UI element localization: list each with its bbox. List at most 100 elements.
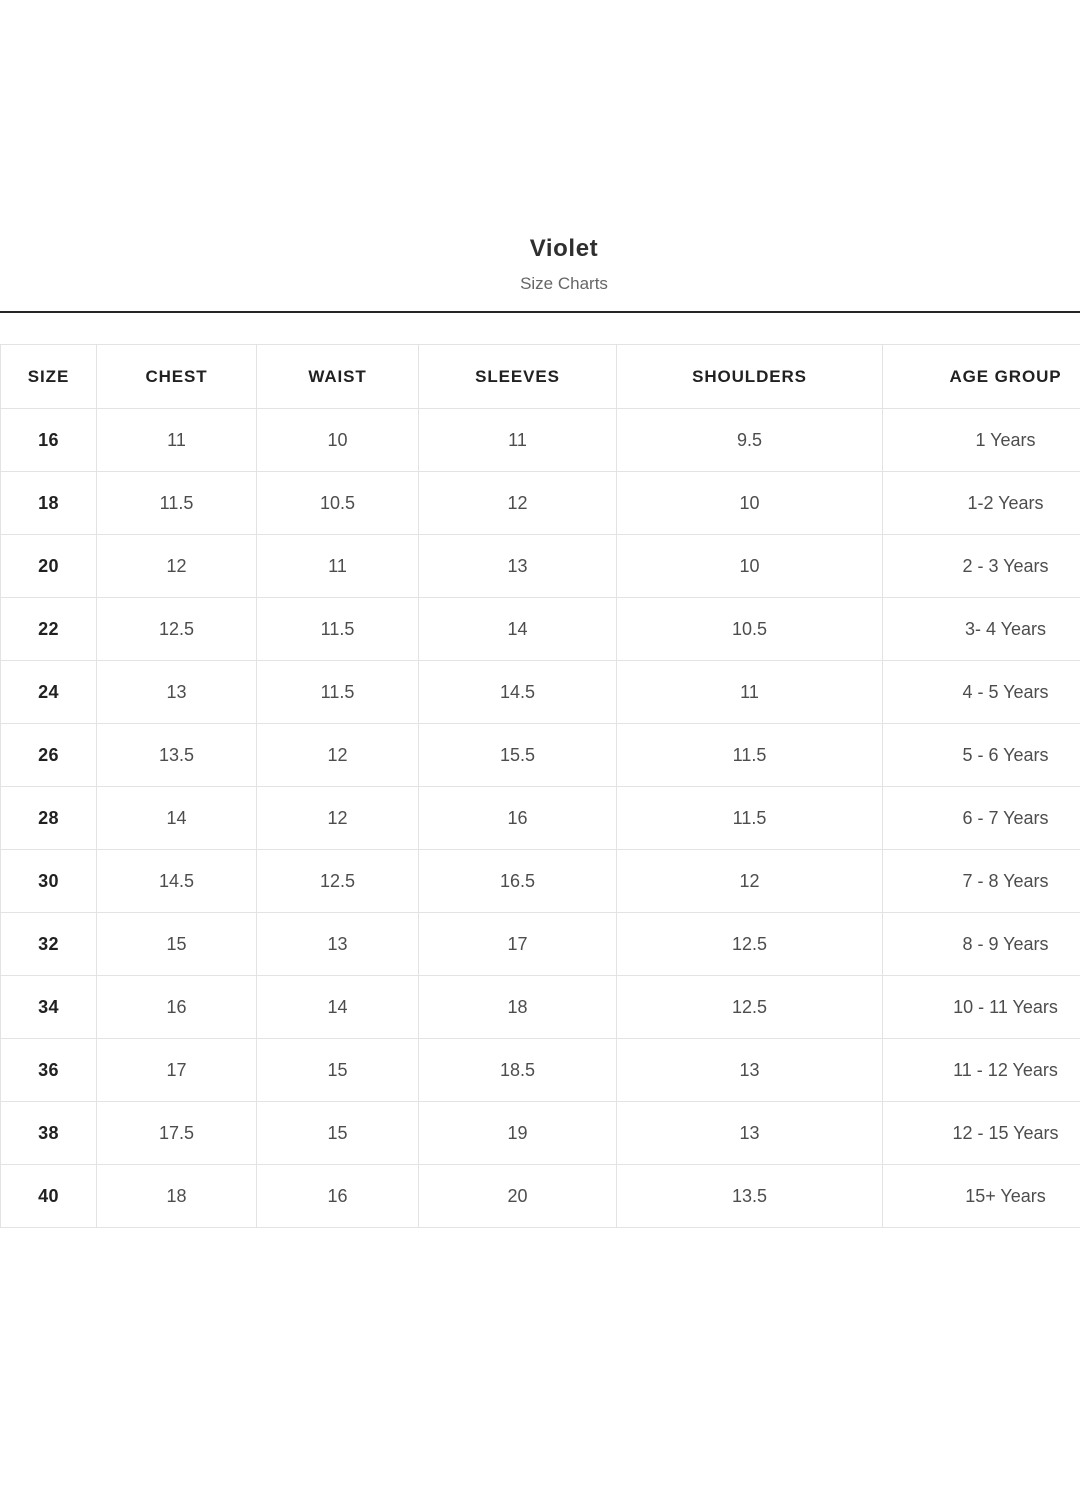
shoulders-cell: 13.5 <box>616 1164 883 1228</box>
table-row: 38 17.5 15 19 13 12 - 15 Years <box>0 1101 1080 1165</box>
size-chart-table: SIZE CHEST WAIST SLEEVES SHOULDERS AGE G… <box>0 344 1080 1228</box>
size-cell: 34 <box>0 975 97 1039</box>
column-header-age-group: AGE GROUP <box>882 344 1080 409</box>
size-cell: 36 <box>0 1038 97 1102</box>
sleeves-cell: 19 <box>418 1101 617 1165</box>
table-row: 24 13 11.5 14.5 11 4 - 5 Years <box>0 660 1080 724</box>
shoulders-cell: 11 <box>616 660 883 724</box>
size-cell: 24 <box>0 660 97 724</box>
table-row: 36 17 15 18.5 13 11 - 12 Years <box>0 1038 1080 1102</box>
chest-cell: 17 <box>96 1038 257 1102</box>
size-cell: 32 <box>0 912 97 976</box>
title-block: Violet Size Charts <box>0 0 1080 293</box>
age-group-cell: 1 Years <box>882 408 1080 472</box>
age-group-cell: 7 - 8 Years <box>882 849 1080 913</box>
waist-cell: 10 <box>256 408 419 472</box>
chest-cell: 12.5 <box>96 597 257 661</box>
waist-cell: 15 <box>256 1038 419 1102</box>
age-group-cell: 8 - 9 Years <box>882 912 1080 976</box>
chest-cell: 18 <box>96 1164 257 1228</box>
shoulders-cell: 11.5 <box>616 723 883 787</box>
waist-cell: 11.5 <box>256 597 419 661</box>
header-row: SIZE CHEST WAIST SLEEVES SHOULDERS AGE G… <box>0 344 1080 409</box>
shoulders-cell: 13 <box>616 1038 883 1102</box>
shoulders-cell: 11.5 <box>616 786 883 850</box>
chest-cell: 14 <box>96 786 257 850</box>
sleeves-cell: 12 <box>418 471 617 535</box>
age-group-cell: 10 - 11 Years <box>882 975 1080 1039</box>
size-cell: 20 <box>0 534 97 598</box>
chest-cell: 17.5 <box>96 1101 257 1165</box>
size-cell: 28 <box>0 786 97 850</box>
waist-cell: 11.5 <box>256 660 419 724</box>
sleeves-cell: 14 <box>418 597 617 661</box>
age-group-cell: 12 - 15 Years <box>882 1101 1080 1165</box>
sleeves-cell: 18.5 <box>418 1038 617 1102</box>
chest-cell: 12 <box>96 534 257 598</box>
shoulders-cell: 9.5 <box>616 408 883 472</box>
table-row: 34 16 14 18 12.5 10 - 11 Years <box>0 975 1080 1039</box>
column-header-chest: CHEST <box>96 344 257 409</box>
age-group-cell: 15+ Years <box>882 1164 1080 1228</box>
table-row: 26 13.5 12 15.5 11.5 5 - 6 Years <box>0 723 1080 787</box>
waist-cell: 12 <box>256 786 419 850</box>
chest-cell: 16 <box>96 975 257 1039</box>
waist-cell: 11 <box>256 534 419 598</box>
table-row: 16 11 10 11 9.5 1 Years <box>0 408 1080 472</box>
sleeves-cell: 13 <box>418 534 617 598</box>
chest-cell: 14.5 <box>96 849 257 913</box>
age-group-cell: 2 - 3 Years <box>882 534 1080 598</box>
shoulders-cell: 13 <box>616 1101 883 1165</box>
column-header-shoulders: SHOULDERS <box>616 344 883 409</box>
column-header-waist: WAIST <box>256 344 419 409</box>
table-row: 30 14.5 12.5 16.5 12 7 - 8 Years <box>0 849 1080 913</box>
size-cell: 18 <box>0 471 97 535</box>
age-group-cell: 3- 4 Years <box>882 597 1080 661</box>
shoulders-cell: 12 <box>616 849 883 913</box>
shoulders-cell: 10.5 <box>616 597 883 661</box>
sleeves-cell: 18 <box>418 975 617 1039</box>
waist-cell: 15 <box>256 1101 419 1165</box>
waist-cell: 12.5 <box>256 849 419 913</box>
table-row: 22 12.5 11.5 14 10.5 3- 4 Years <box>0 597 1080 661</box>
shoulders-cell: 12.5 <box>616 975 883 1039</box>
waist-cell: 10.5 <box>256 471 419 535</box>
size-cell: 22 <box>0 597 97 661</box>
size-cell: 38 <box>0 1101 97 1165</box>
table-row: 18 11.5 10.5 12 10 1-2 Years <box>0 471 1080 535</box>
sleeves-cell: 11 <box>418 408 617 472</box>
column-header-size: SIZE <box>0 344 97 409</box>
shoulders-cell: 10 <box>616 534 883 598</box>
sleeves-cell: 16.5 <box>418 849 617 913</box>
shoulders-cell: 10 <box>616 471 883 535</box>
page-title: Violet <box>529 235 599 262</box>
waist-cell: 14 <box>256 975 419 1039</box>
age-group-cell: 4 - 5 Years <box>882 660 1080 724</box>
page-subtitle: Size Charts <box>520 274 608 293</box>
size-cell: 40 <box>0 1164 97 1228</box>
chest-cell: 11 <box>96 408 257 472</box>
sleeves-cell: 14.5 <box>418 660 617 724</box>
sleeves-cell: 17 <box>418 912 617 976</box>
table-row: 28 14 12 16 11.5 6 - 7 Years <box>0 786 1080 850</box>
chest-cell: 15 <box>96 912 257 976</box>
table-row: 20 12 11 13 10 2 - 3 Years <box>0 534 1080 598</box>
sleeves-cell: 15.5 <box>418 723 617 787</box>
chest-cell: 13.5 <box>96 723 257 787</box>
table-row: 32 15 13 17 12.5 8 - 9 Years <box>0 912 1080 976</box>
age-group-cell: 11 - 12 Years <box>882 1038 1080 1102</box>
age-group-cell: 5 - 6 Years <box>882 723 1080 787</box>
waist-cell: 12 <box>256 723 419 787</box>
waist-cell: 16 <box>256 1164 419 1228</box>
age-group-cell: 1-2 Years <box>882 471 1080 535</box>
column-header-sleeves: SLEEVES <box>418 344 617 409</box>
sleeves-cell: 16 <box>418 786 617 850</box>
divider <box>0 311 1080 313</box>
size-cell: 26 <box>0 723 97 787</box>
table-row: 40 18 16 20 13.5 15+ Years <box>0 1164 1080 1228</box>
waist-cell: 13 <box>256 912 419 976</box>
age-group-cell: 6 - 7 Years <box>882 786 1080 850</box>
chest-cell: 13 <box>96 660 257 724</box>
chest-cell: 11.5 <box>96 471 257 535</box>
size-cell: 30 <box>0 849 97 913</box>
